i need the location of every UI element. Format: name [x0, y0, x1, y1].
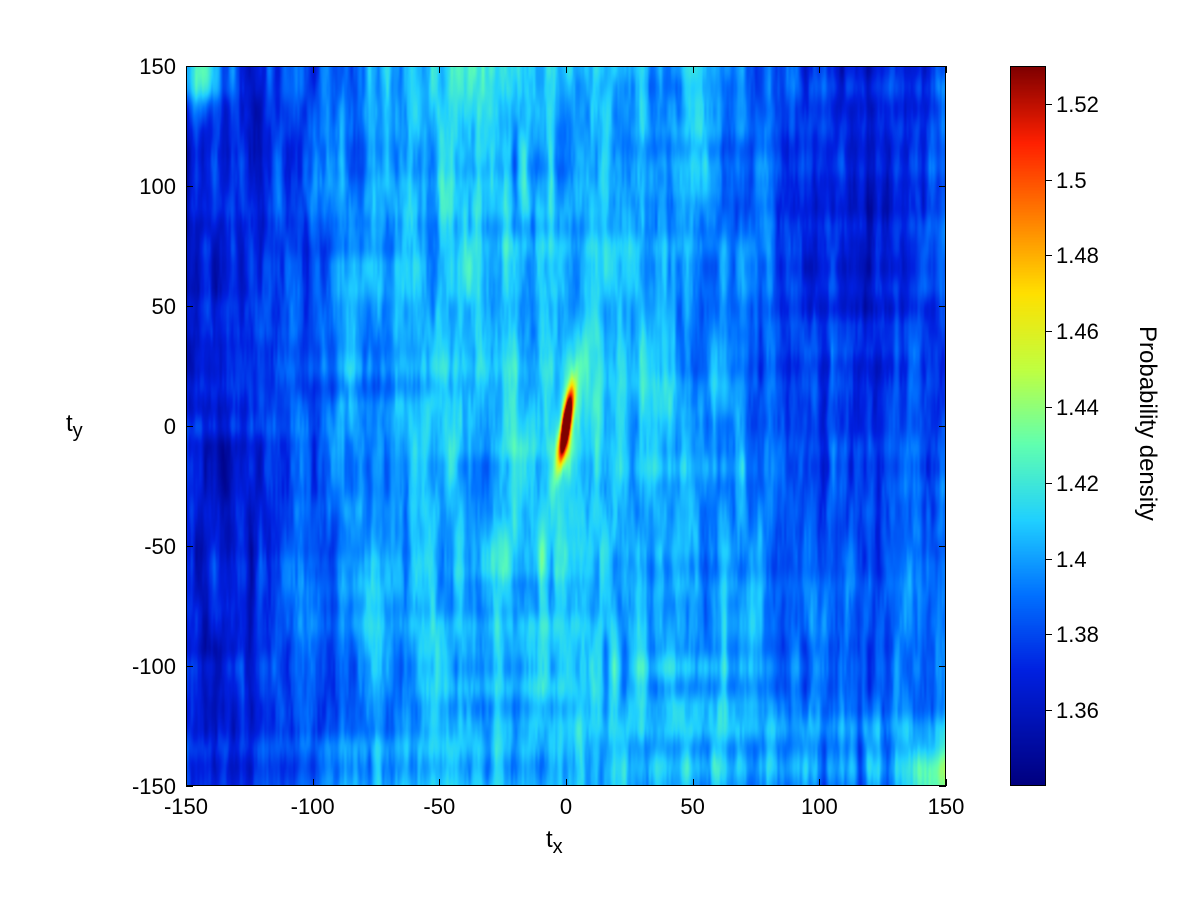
y-tick-label: 50 [116, 294, 176, 320]
heatmap-canvas [187, 67, 945, 785]
colorbar-tick-label: 1.5 [1056, 168, 1087, 194]
x-tick-mark [186, 779, 187, 786]
x-tick-mark [313, 66, 314, 73]
colorbar-tick-mark [1046, 407, 1052, 408]
colorbar-tick-mark [1046, 634, 1052, 635]
y-tick-mark [186, 66, 193, 67]
y-tick-mark [186, 666, 193, 667]
y-tick-mark [939, 186, 946, 187]
x-tick-label: -100 [283, 794, 343, 820]
y-tick-label: 150 [116, 54, 176, 80]
colorbar-tick-mark [1046, 104, 1052, 105]
colorbar [1010, 66, 1046, 786]
colorbar-tick-mark [1046, 255, 1052, 256]
y-tick-mark [186, 786, 193, 787]
colorbar-tick-label: 1.48 [1056, 243, 1099, 269]
colorbar-tick-mark [1046, 331, 1052, 332]
x-tick-label: -50 [409, 794, 469, 820]
x-tick-label: 150 [916, 794, 976, 820]
y-tick-mark [939, 66, 946, 67]
colorbar-tick-label: 1.52 [1056, 92, 1099, 118]
x-tick-mark [186, 66, 187, 73]
y-tick-label: -50 [116, 534, 176, 560]
x-tick-mark [819, 779, 820, 786]
x-tick-mark [566, 779, 567, 786]
colorbar-tick-mark [1046, 180, 1052, 181]
colorbar-tick-mark [1046, 559, 1052, 560]
y-tick-mark [186, 426, 193, 427]
colorbar-tick-mark [1046, 710, 1052, 711]
x-tick-label: 50 [663, 794, 723, 820]
y-tick-mark [939, 546, 946, 547]
x-tick-mark [313, 779, 314, 786]
colorbar-label: Probability density [1133, 326, 1161, 521]
heatmap-plot [186, 66, 946, 786]
colorbar-tick-label: 1.42 [1056, 471, 1099, 497]
x-tick-mark [566, 66, 567, 73]
colorbar-tick-label: 1.4 [1056, 547, 1087, 573]
x-tick-mark [693, 779, 694, 786]
y-tick-mark [939, 786, 946, 787]
colorbar-tick-label: 1.46 [1056, 319, 1099, 345]
x-tick-label: 100 [789, 794, 849, 820]
x-tick-mark [693, 66, 694, 73]
colorbar-tick-label: 1.36 [1056, 698, 1099, 724]
y-tick-mark [939, 306, 946, 307]
x-tick-label: 0 [536, 794, 596, 820]
y-tick-label: 100 [116, 174, 176, 200]
x-tick-mark [439, 779, 440, 786]
y-tick-mark [939, 666, 946, 667]
y-tick-mark [939, 426, 946, 427]
colorbar-tick-mark [1046, 483, 1052, 484]
colorbar-canvas [1011, 67, 1045, 785]
x-tick-mark [439, 66, 440, 73]
y-tick-mark [186, 546, 193, 547]
y-tick-label: -100 [116, 654, 176, 680]
y-tick-label: -150 [116, 774, 176, 800]
y-axis-label: ty [66, 410, 83, 443]
colorbar-tick-label: 1.44 [1056, 395, 1099, 421]
y-tick-mark [186, 186, 193, 187]
x-tick-mark [946, 66, 947, 73]
x-tick-mark [946, 779, 947, 786]
colorbar-tick-label: 1.38 [1056, 622, 1099, 648]
y-tick-mark [186, 306, 193, 307]
x-axis-label: tx [546, 826, 563, 859]
x-tick-mark [819, 66, 820, 73]
y-tick-label: 0 [116, 414, 176, 440]
